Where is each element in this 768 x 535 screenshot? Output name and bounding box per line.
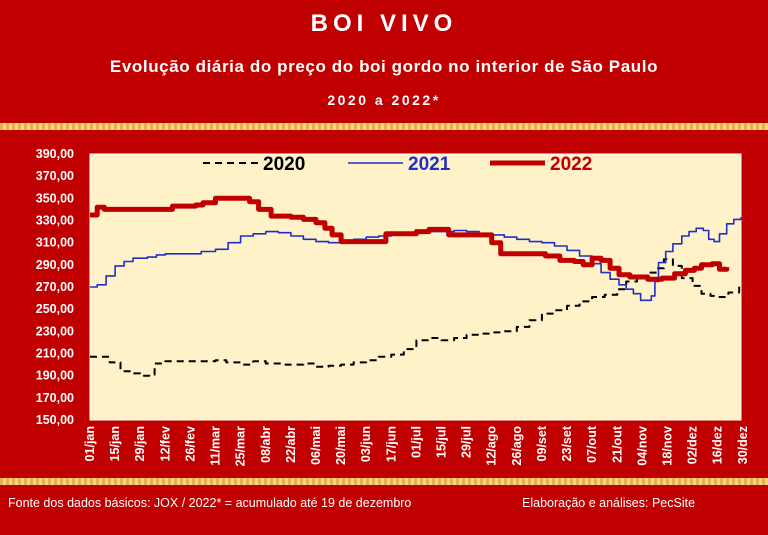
y-tick-label: 290,00: [36, 258, 74, 272]
decorative-band-top: [0, 123, 768, 130]
credit-note: Elaboração e análises: PecSite: [522, 496, 696, 510]
y-tick-label: 170,00: [36, 391, 74, 405]
y-tick-label: 150,00: [36, 413, 74, 427]
x-tick-label: 30/dez: [736, 426, 750, 464]
x-tick-label: 06/mai: [309, 426, 323, 465]
y-tick-label: 310,00: [36, 236, 74, 250]
x-tick-label: 25/mar: [234, 426, 248, 466]
source-note: Fonte dos dados básicos: JOX / 2022* = a…: [8, 496, 412, 510]
x-tick-label: 29/jan: [133, 426, 147, 461]
x-tick-label: 22/abr: [284, 426, 298, 463]
y-tick-label: 350,00: [36, 191, 74, 205]
x-tick-label: 15/jan: [108, 426, 122, 461]
x-tick-label: 01/jul: [409, 426, 423, 458]
y-tick-label: 230,00: [36, 324, 74, 338]
y-tick-label: 190,00: [36, 369, 74, 383]
x-tick-label: 07/out: [585, 425, 599, 463]
series-line-2022: [90, 195, 730, 282]
x-tick-label: 23/set: [560, 425, 574, 461]
x-tick-label: 21/out: [610, 425, 624, 463]
x-tick-label: 26/ago: [510, 426, 524, 466]
x-tick-label: 01/jan: [83, 426, 97, 461]
x-tick-label: 17/jun: [384, 426, 398, 462]
x-tick-label: 26/fev: [183, 426, 197, 461]
legend-label-2021: 2021: [408, 154, 451, 175]
x-tick-label: 18/nov: [660, 426, 674, 466]
x-tick-label: 02/dez: [686, 426, 700, 464]
x-tick-label: 20/mai: [334, 426, 348, 465]
plot-area: [89, 153, 742, 421]
x-tick-label: 29/jul: [460, 426, 474, 458]
chart-subtitle: Evolução diária do preço do boi gordo no…: [109, 57, 659, 76]
legend-label-2022: 2022: [550, 154, 592, 175]
x-tick-label: 11/mar: [209, 426, 223, 466]
y-tick-label: 210,00: [36, 347, 74, 361]
x-tick-label: 08/abr: [259, 426, 273, 463]
legend-label-2020: 2020: [263, 154, 305, 175]
y-tick-label: 370,00: [36, 169, 74, 183]
decorative-band-bottom: [0, 478, 768, 485]
y-tick-label: 250,00: [36, 302, 74, 316]
y-tick-label: 270,00: [36, 280, 74, 294]
chart-period: 2020 a 2022*: [327, 92, 441, 108]
y-tick-label: 390,00: [36, 147, 74, 161]
x-tick-label: 12/fev: [158, 426, 172, 461]
x-tick-label: 09/set: [535, 425, 549, 461]
x-tick-label: 12/ago: [485, 426, 499, 466]
y-tick-label: 330,00: [36, 214, 74, 228]
x-tick-label: 15/jul: [435, 426, 449, 458]
x-tick-label: 04/nov: [635, 426, 649, 466]
x-tick-label: 03/jun: [359, 426, 373, 462]
x-tick-label: 16/dez: [711, 426, 725, 464]
line-chart: 390,00 370,00 350,00 330,00 310,00 290,00 270,…: [36, 147, 750, 466]
chart-title: BOI VIVO: [310, 10, 458, 37]
